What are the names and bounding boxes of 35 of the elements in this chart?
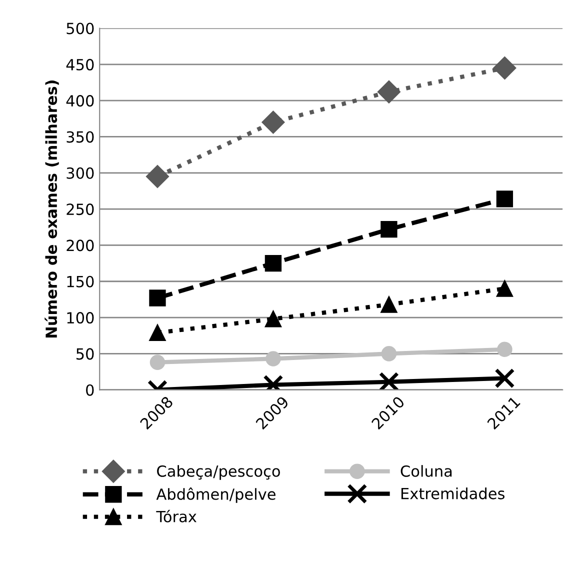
y-axis-title: Número de exames (milhares) <box>44 80 59 338</box>
y-tick-label: 500 <box>66 22 94 34</box>
point <box>149 290 166 306</box>
legend-label: Abdômen/pelve <box>156 487 276 503</box>
point <box>380 296 398 313</box>
point <box>496 280 514 297</box>
y-tick-label: 450 <box>66 58 94 70</box>
point <box>377 80 400 104</box>
y-tick-label: 100 <box>67 312 94 324</box>
legend-label: Tórax <box>156 510 196 522</box>
point <box>264 310 282 328</box>
y-tick-label: 150 <box>67 276 94 288</box>
y-tick-label: 200 <box>66 240 94 252</box>
point <box>150 354 166 370</box>
y-tick-label: 400 <box>66 95 94 107</box>
point <box>264 254 282 272</box>
point <box>381 346 397 362</box>
y-tick-label: 0 <box>86 384 94 396</box>
y-tick-label: 250 <box>66 204 94 216</box>
legend-label: Cabeça/pescoço <box>157 465 280 480</box>
point <box>493 56 516 80</box>
point <box>496 190 514 208</box>
point <box>266 351 281 366</box>
legend-label: Extremidades <box>401 487 504 500</box>
y-tick-label: 350 <box>66 131 94 143</box>
point <box>497 342 512 357</box>
point <box>149 324 166 342</box>
point <box>378 372 400 390</box>
legend-label: Coluna <box>400 465 452 477</box>
y-tick-label: 50 <box>76 348 94 360</box>
point <box>494 368 515 388</box>
y-tick-label: 300 <box>66 167 94 179</box>
point <box>146 165 169 188</box>
point <box>262 110 285 134</box>
point <box>380 220 398 238</box>
